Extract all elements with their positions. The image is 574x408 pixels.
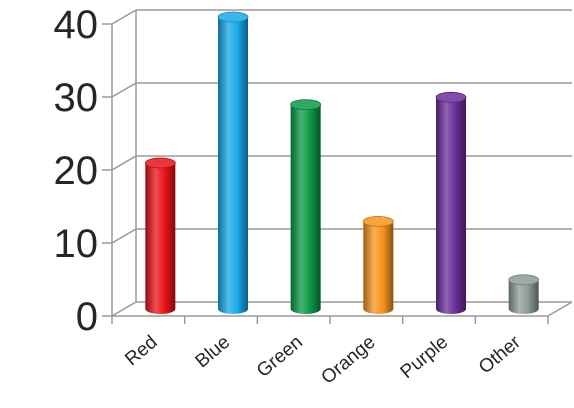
gridline-connector [111, 9, 137, 25]
bar-cap [144, 157, 176, 169]
bar-body [218, 17, 248, 314]
bar-cap [290, 99, 322, 110]
axis-layer [102, 10, 573, 324]
gridline-connector [111, 301, 137, 317]
gridline-connector [111, 155, 137, 171]
x-tick-label: Green [253, 332, 307, 382]
bar-body [290, 104, 321, 314]
bar-body [145, 163, 176, 314]
y-tick-label: 30 [54, 76, 99, 120]
bar-body [508, 279, 539, 314]
x-tick-label: Blue [192, 332, 235, 373]
y-tick-label: 0 [76, 295, 98, 339]
bar-blue [217, 11, 249, 314]
bar-cap [362, 215, 394, 227]
x-tick-label: Red [121, 332, 161, 370]
x-axis-depth-edge [547, 301, 573, 317]
bar-cap [508, 274, 540, 286]
bar-body [436, 97, 466, 314]
bar-other [508, 274, 540, 314]
bar-purple [435, 91, 467, 314]
bar-orange [362, 215, 394, 314]
bar-body [363, 221, 394, 314]
bar-cap [217, 11, 249, 23]
x-tick-label: Orange [318, 332, 380, 389]
y-tick-label: 40 [54, 3, 99, 47]
grid-layer [111, 9, 572, 317]
x-tick-label: Purple [397, 332, 453, 383]
bar-cap [435, 91, 467, 103]
y-tick-label: 10 [54, 222, 99, 266]
bar-layer [144, 11, 540, 314]
bar-green [290, 99, 322, 314]
gridline-connector [111, 228, 137, 244]
gridline-connector [111, 82, 137, 98]
y-tick-label: 20 [54, 149, 99, 193]
bar-red [144, 157, 176, 314]
x-tick-label: Other [475, 331, 525, 378]
